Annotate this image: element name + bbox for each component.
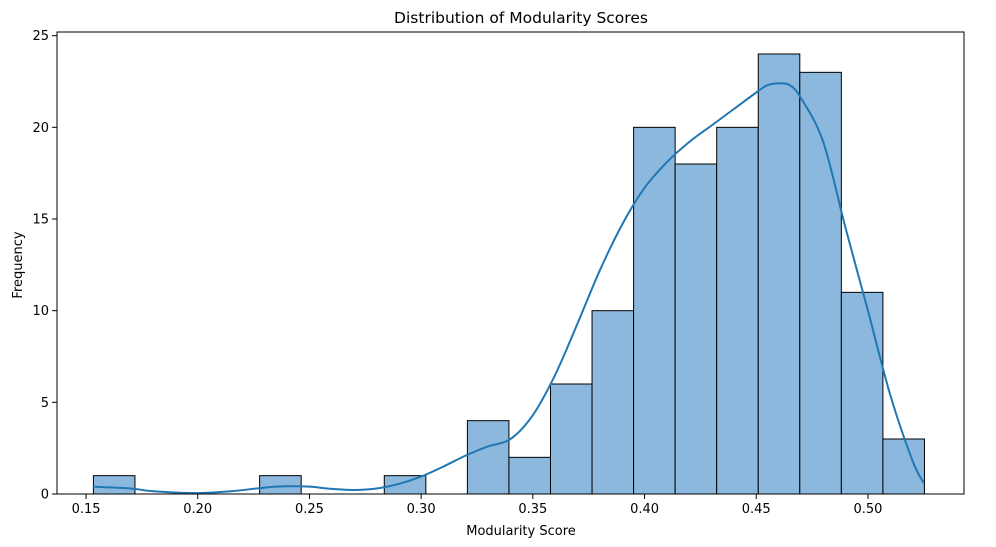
plot-frame <box>56 31 965 495</box>
y-axis-label: Frequency <box>11 231 26 298</box>
x-tick-label: 0.30 <box>407 502 436 517</box>
y-tick-label: 25 <box>32 29 49 44</box>
x-tick-label: 0.20 <box>183 502 212 517</box>
histogram-bar <box>591 310 635 495</box>
x-tick-label: 0.35 <box>518 502 547 517</box>
histogram-bar <box>840 291 884 495</box>
x-tick-label: 0.25 <box>295 502 324 517</box>
histogram-bar <box>716 126 759 495</box>
x-axis: 0.15 0.20 0.25 0.30 0.35 0.40 0.45 0.50 <box>72 494 882 517</box>
x-axis-label: Modularity Score <box>466 524 576 539</box>
chart-title: Distribution of Modularity Scores <box>394 9 648 27</box>
histogram-bar <box>799 71 842 495</box>
histogram-bar <box>383 475 427 495</box>
histogram-bar <box>674 163 718 495</box>
histogram-bar <box>549 383 593 495</box>
histogram-bar <box>259 475 302 495</box>
x-tick-label: 0.45 <box>742 502 771 517</box>
x-tick-label: 0.50 <box>853 502 882 517</box>
y-tick-label: 15 <box>32 213 49 228</box>
y-tick-label: 10 <box>32 304 49 319</box>
x-tick-label: 0.15 <box>72 502 101 517</box>
y-tick-label: 5 <box>41 396 49 411</box>
bars-layer <box>92 53 925 495</box>
histogram-bar <box>882 438 925 495</box>
histogram-bar <box>633 126 676 495</box>
histogram-bar <box>466 420 510 495</box>
x-tick-label: 0.40 <box>630 502 659 517</box>
histogram-bar <box>508 456 551 495</box>
y-axis: 0 5 10 15 20 25 <box>32 29 57 503</box>
y-tick-label: 0 <box>41 488 49 503</box>
histogram-bar <box>757 53 801 495</box>
histogram-bar <box>92 475 136 495</box>
y-tick-label: 20 <box>32 121 49 136</box>
kde-curve <box>92 82 925 495</box>
